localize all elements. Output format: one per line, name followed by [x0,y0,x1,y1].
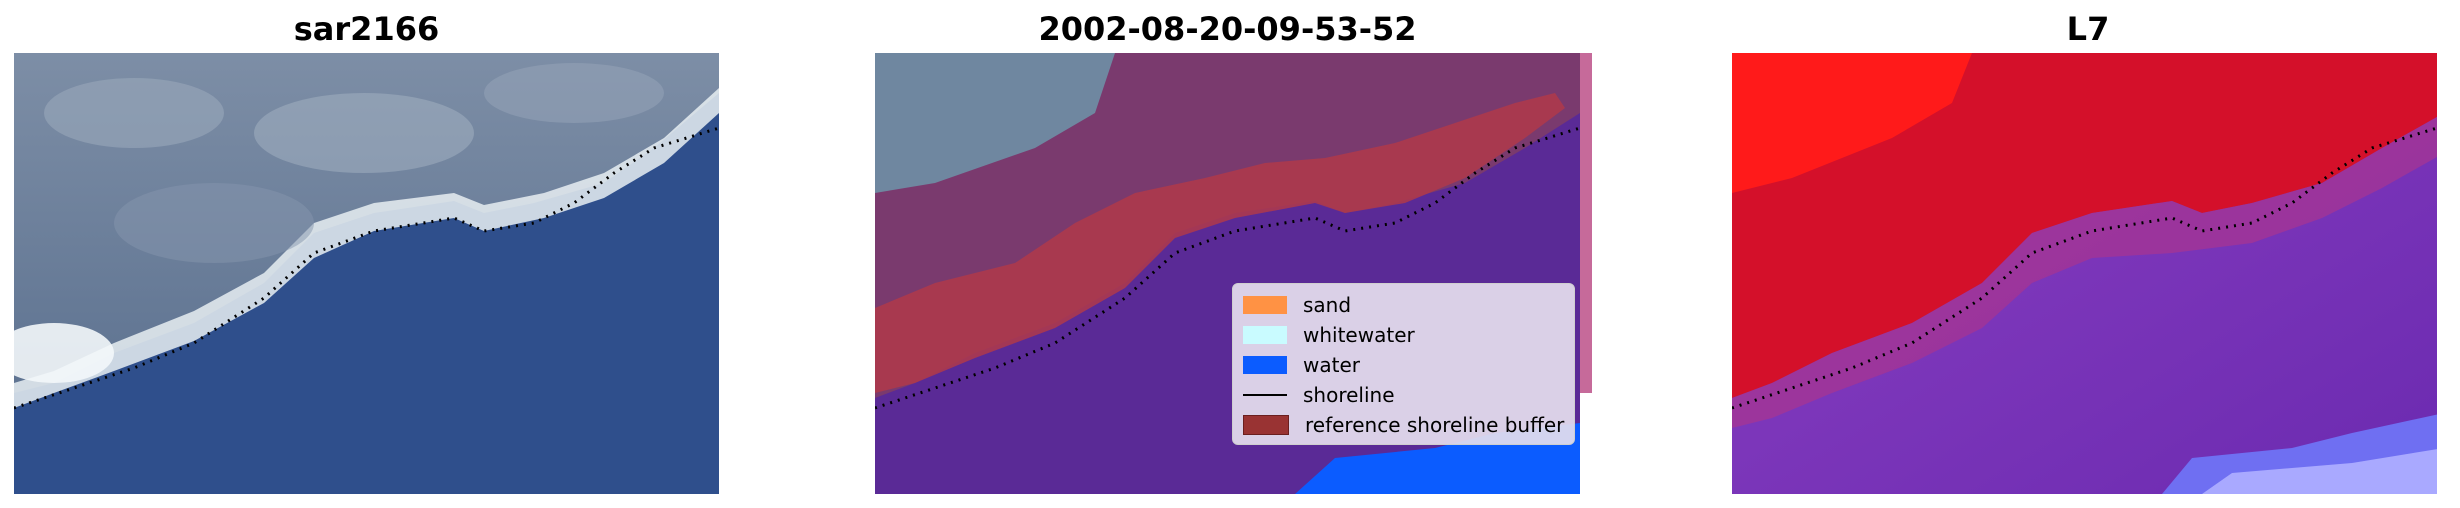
whitewater-swatch [1243,326,1287,344]
legend-label: shoreline [1303,383,1395,407]
panel-title: L7 [2066,10,2110,48]
panel-title: sar2166 [293,10,440,48]
legend-label: sand [1303,293,1352,317]
shoreline-swatch [1243,394,1287,396]
legend-item-whitewater: whitewater [1243,320,1564,350]
water-swatch [1243,356,1287,374]
legend-label: reference shoreline buffer [1305,413,1565,437]
legend-item-reference-buffer: reference shoreline buffer [1243,410,1564,440]
legend-item-shoreline: shoreline [1243,380,1564,410]
legend-item-sand: sand [1243,290,1564,320]
sand-swatch [1243,296,1287,314]
probability-image [1732,53,2444,494]
legend-item-water: water [1243,350,1564,380]
satellite-image [14,53,719,494]
legend-label: whitewater [1303,323,1415,347]
buffer-swatch [1243,415,1289,435]
classification-image [875,53,1592,494]
legend: sand whitewater water shoreline referenc… [1232,283,1576,445]
panel-title: 2002-08-20-09-53-52 [1038,10,1417,48]
legend-label: water [1303,353,1360,377]
